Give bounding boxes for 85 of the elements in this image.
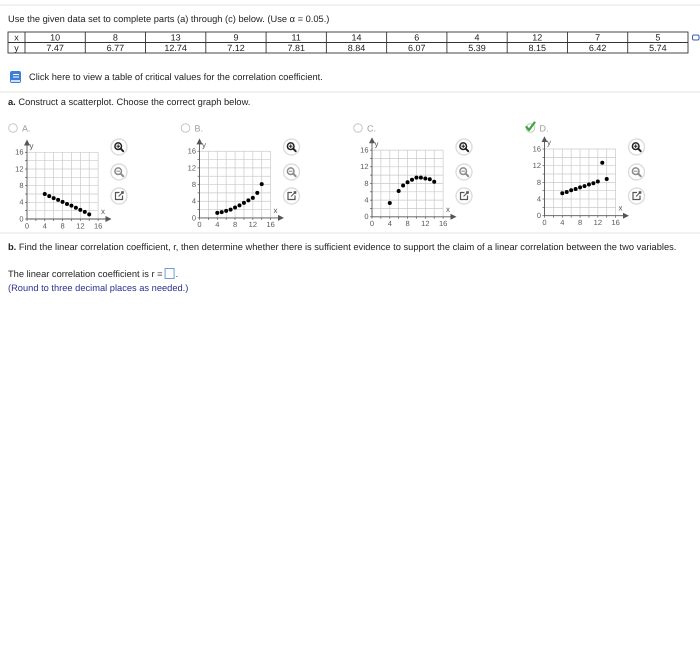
point bbox=[582, 184, 586, 188]
point bbox=[260, 182, 264, 186]
category-label: 7 bbox=[595, 32, 600, 42]
point bbox=[423, 176, 428, 180]
chart-title: C. bbox=[367, 123, 376, 134]
point bbox=[52, 196, 56, 200]
category-label: 6 bbox=[414, 32, 420, 42]
point bbox=[87, 212, 92, 216]
point bbox=[228, 208, 233, 212]
data-label: 6.77 bbox=[106, 42, 124, 53]
text: . bbox=[176, 269, 178, 279]
point bbox=[586, 182, 591, 186]
data-label: 7.12 bbox=[227, 42, 245, 53]
text: y bbox=[14, 42, 20, 53]
text: a. Construct a scatterplot. Choose the correct graph below. bbox=[8, 97, 250, 107]
point bbox=[600, 160, 604, 165]
point bbox=[82, 210, 87, 214]
text: Use the given data set to complete parts (a) through (c) below. (Use α = 0.05.) bbox=[8, 14, 330, 24]
chart-title: A. bbox=[22, 123, 31, 134]
point bbox=[246, 198, 250, 202]
x-axis-title: x bbox=[446, 204, 450, 214]
y-axis-title: y bbox=[374, 139, 378, 148]
point bbox=[215, 210, 220, 215]
point bbox=[574, 187, 578, 192]
data-label: 7.47 bbox=[46, 42, 64, 53]
data-label: 5.39 bbox=[468, 42, 486, 53]
point bbox=[388, 201, 392, 206]
point bbox=[65, 202, 69, 206]
point bbox=[418, 176, 423, 180]
point bbox=[224, 208, 228, 213]
point bbox=[428, 177, 432, 182]
point bbox=[69, 204, 74, 208]
point bbox=[432, 180, 436, 184]
point bbox=[220, 210, 224, 214]
chart-title: B. bbox=[194, 123, 204, 134]
category-label: 13 bbox=[170, 32, 181, 42]
point bbox=[60, 200, 65, 204]
y-axis-title: y bbox=[202, 140, 206, 150]
x-axis-title: x bbox=[274, 206, 278, 215]
point bbox=[406, 180, 410, 184]
text: b. Find the linear correlation coefficient, r, then determine whether there is sufficient evidence to support the claim of a linear correlation between the two variables. bbox=[8, 242, 676, 252]
point bbox=[396, 188, 401, 193]
point bbox=[414, 176, 418, 180]
category-label: 8 bbox=[112, 32, 118, 42]
point bbox=[401, 184, 406, 188]
point bbox=[242, 200, 246, 205]
point bbox=[596, 180, 600, 184]
category-label: 14 bbox=[351, 32, 362, 42]
data-label: 6.42 bbox=[588, 42, 606, 53]
point bbox=[78, 208, 82, 212]
chart-title: D. bbox=[540, 123, 548, 134]
point bbox=[74, 206, 78, 210]
category-label: 10 bbox=[50, 32, 60, 42]
point bbox=[233, 205, 238, 210]
point bbox=[42, 192, 47, 196]
point bbox=[47, 194, 52, 198]
x-axis-title: x bbox=[101, 207, 105, 216]
category-label: 9 bbox=[233, 32, 238, 42]
x-axis-title: x bbox=[618, 204, 622, 213]
data-label: 7.81 bbox=[287, 42, 305, 53]
point bbox=[604, 177, 609, 182]
point bbox=[250, 196, 255, 200]
point bbox=[569, 188, 574, 192]
data-label: 8.84 bbox=[348, 42, 366, 53]
point bbox=[560, 191, 564, 196]
category-label: 4 bbox=[474, 32, 480, 42]
data-label: 5.74 bbox=[649, 42, 667, 53]
point bbox=[255, 190, 260, 195]
point bbox=[410, 178, 414, 182]
point bbox=[578, 185, 582, 190]
category-label: 11 bbox=[292, 32, 301, 42]
y-axis-title: y bbox=[547, 138, 551, 148]
text: x bbox=[14, 32, 20, 42]
point bbox=[591, 181, 596, 186]
data-label: 12.74 bbox=[164, 42, 187, 53]
data-label: 8.15 bbox=[528, 42, 546, 53]
y-axis-title: y bbox=[30, 142, 34, 150]
point bbox=[564, 190, 569, 194]
point bbox=[56, 198, 60, 202]
text: Click here to view a table of critical values for the correlation coefficient. bbox=[29, 72, 323, 82]
data-label: 6.07 bbox=[408, 42, 426, 53]
text: The linear correlation coefficient is r = bbox=[8, 269, 163, 279]
category-label: 5 bbox=[655, 32, 660, 42]
point bbox=[238, 203, 242, 208]
text: (Round to three decimal places as needed.) bbox=[8, 283, 188, 293]
